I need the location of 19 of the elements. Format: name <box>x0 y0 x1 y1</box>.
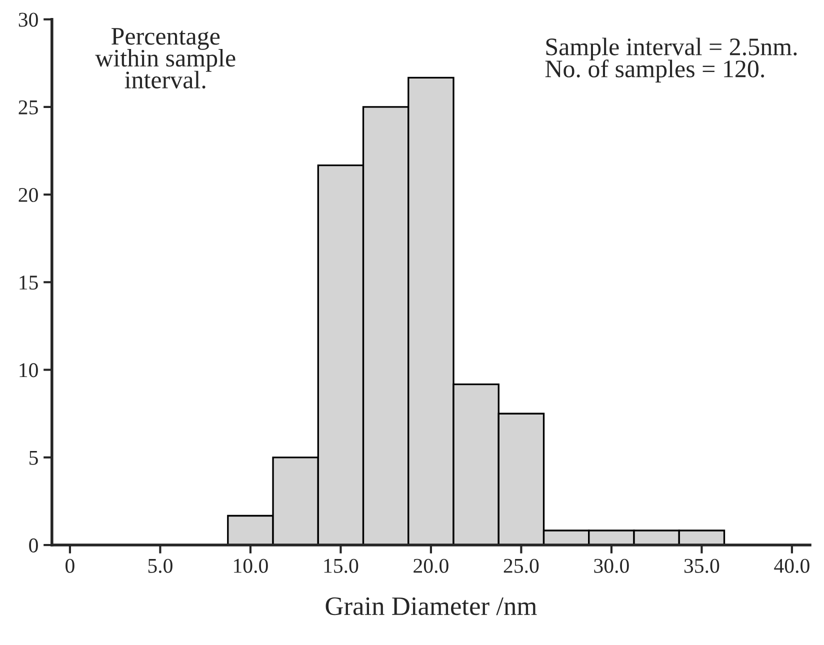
x-tick-label: 25.0 <box>504 558 539 573</box>
y-tick-label: 15 <box>20 276 38 290</box>
y-tick-label: 25 <box>18 100 38 114</box>
x-axis-title: Grain Diameter /nm <box>326 597 537 616</box>
x-tick-label: 15.0 <box>324 558 358 573</box>
x-tick-label: 40.0 <box>774 558 810 573</box>
x-tick-label: 0 <box>66 558 74 573</box>
annotation: Percentage within sample interval. <box>95 28 236 89</box>
y-tick-label: 5 <box>30 451 38 465</box>
x-tick-label: 35.0 <box>684 558 720 573</box>
x-tick-label: 30.0 <box>594 558 629 573</box>
x-tick-label: 5.0 <box>148 558 172 573</box>
y-tick-label: 20 <box>18 188 38 202</box>
y-tick-label: 0 <box>29 538 38 552</box>
x-tick-label: 10.0 <box>234 558 268 573</box>
annotation: Sample interval = 2.5nm. No. of samples = 120. <box>545 38 797 82</box>
y-tick-label: 10 <box>20 363 38 378</box>
x-tick-label: 20.0 <box>414 558 448 573</box>
y-tick-label: 30 <box>18 12 38 27</box>
